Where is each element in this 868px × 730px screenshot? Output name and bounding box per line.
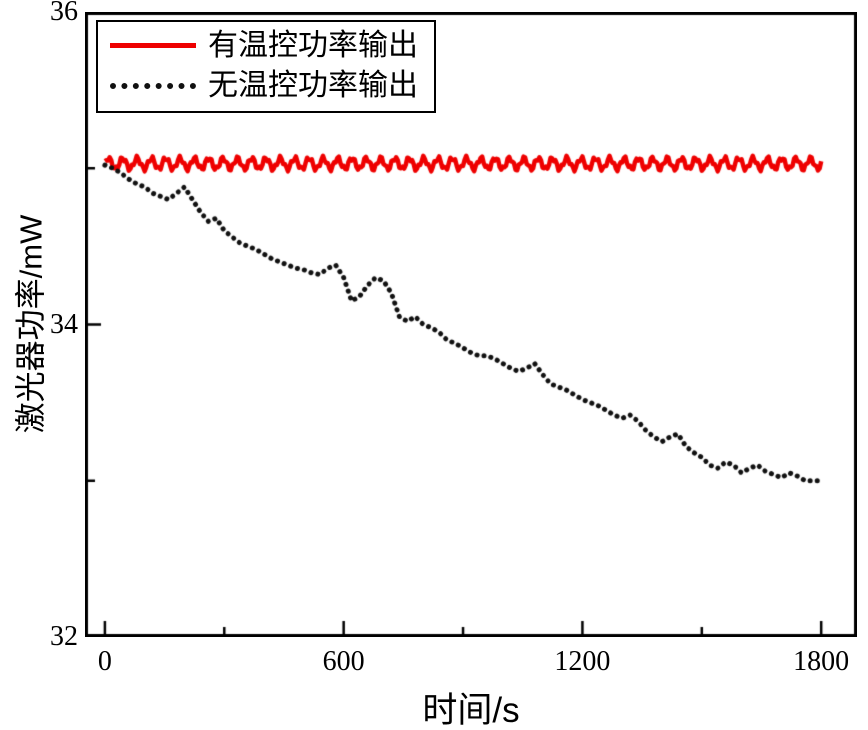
x-tick-label-600: 600 [322,646,365,677]
y-axis-label: 激光器功率/mW [13,214,49,434]
y-tick-label-32: 32 [50,621,78,652]
x-axis-label: 时间/s [422,691,520,730]
y-tick-label-36: 36 [50,0,78,27]
legend-line-solid-red-icon [110,43,196,48]
plot-canvas [85,12,857,637]
x-tick-label-1200: 1200 [554,646,611,677]
x-tick-label-1800: 1800 [793,646,850,677]
y-tick-label-34: 34 [50,308,78,340]
plot-area: 有温控功率输出 无温控功率输出 [85,12,857,637]
x-tick-label-0: 0 [97,646,112,677]
legend-item-no-temp-control: 无温控功率输出 [110,69,418,102]
legend-label-temp-controlled: 有温控功率输出 [208,29,418,62]
legend-item-temp-controlled: 有温控功率输出 [110,29,418,62]
legend-label-no-temp-control: 无温控功率输出 [208,69,418,102]
legend-line-dotted-black-icon [110,82,196,89]
legend: 有温控功率输出 无温控功率输出 [96,20,436,113]
